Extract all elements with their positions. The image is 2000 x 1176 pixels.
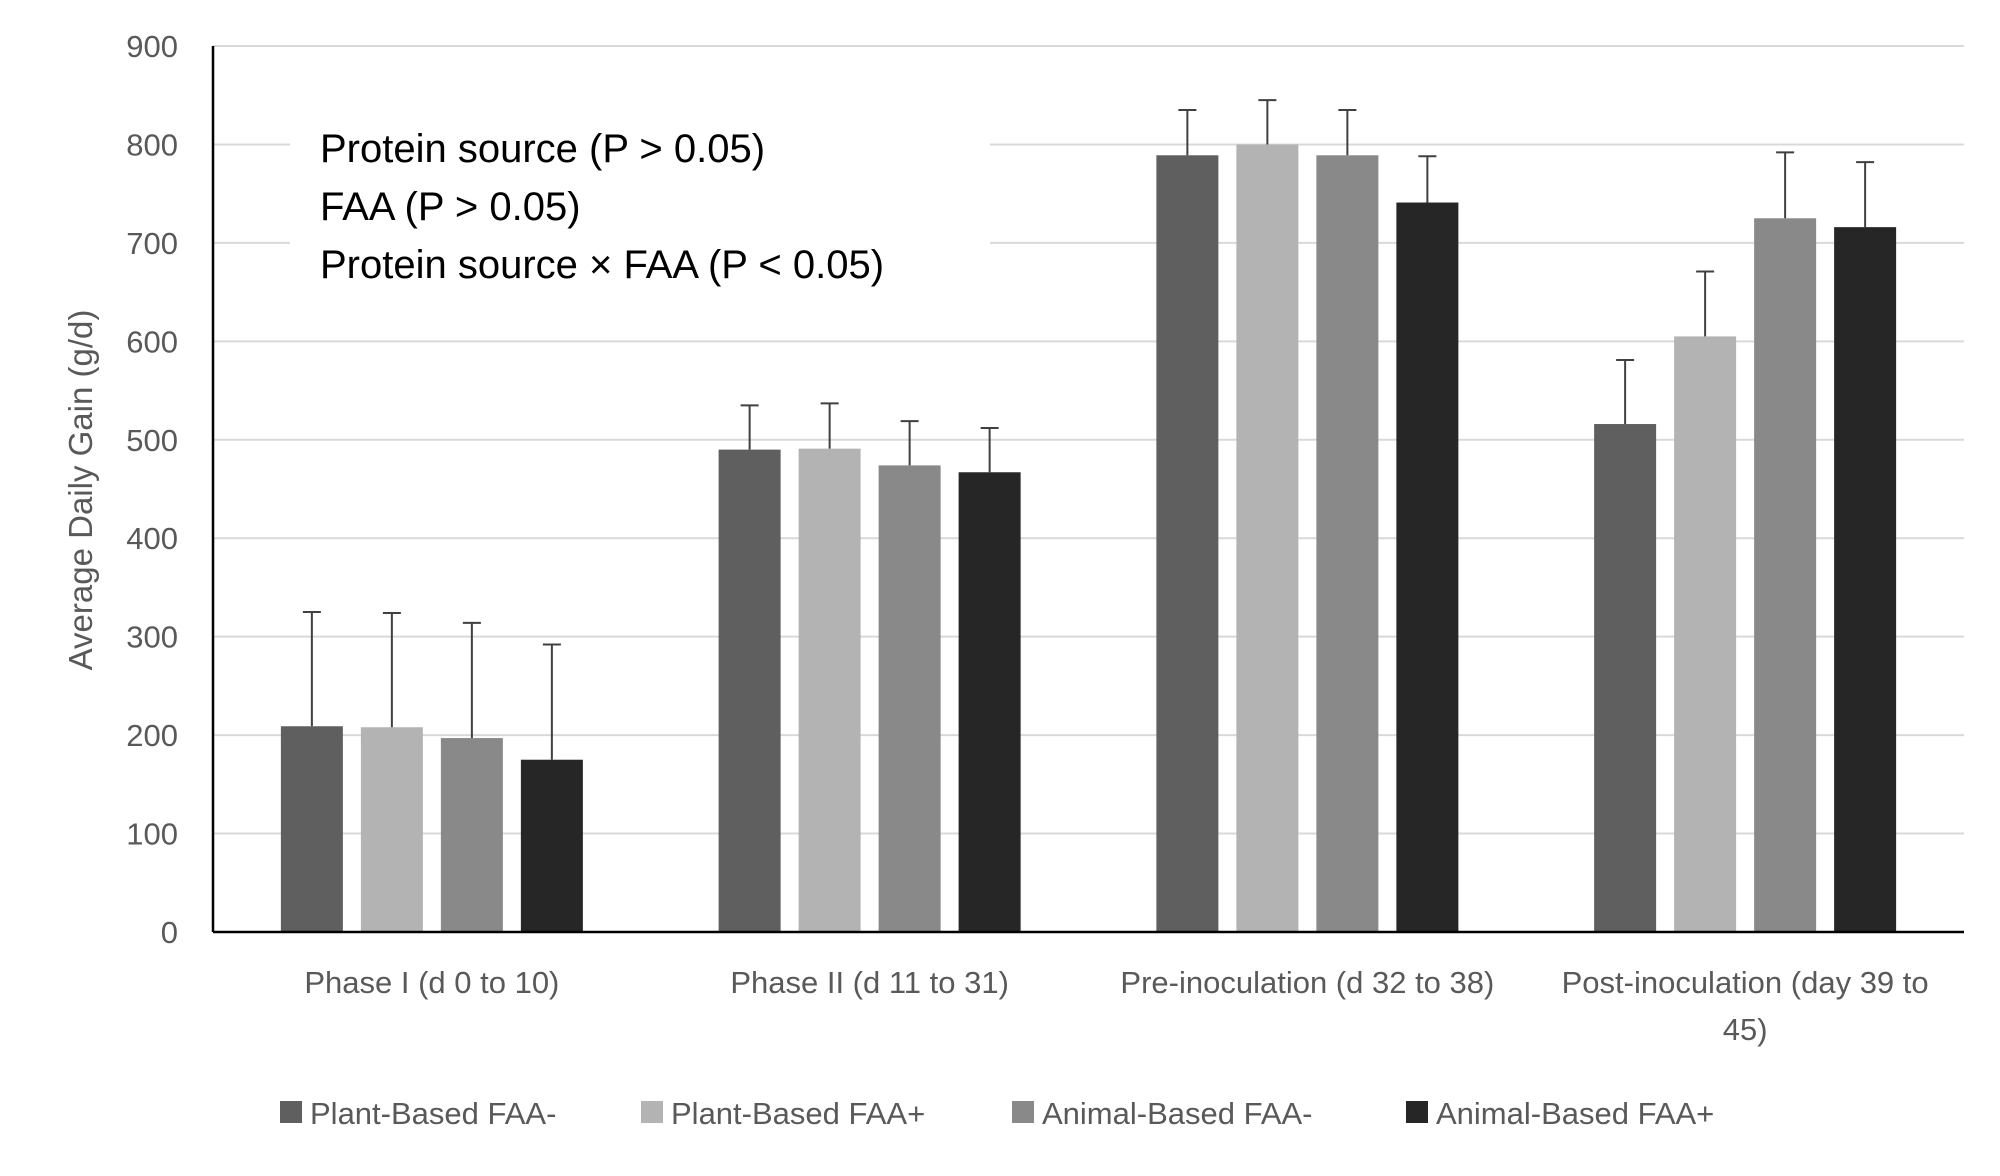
- x-category-label: Post-inoculation (day 39 to: [1562, 965, 1929, 1000]
- y-tick-label: 300: [126, 620, 178, 655]
- bar: [440, 738, 503, 932]
- x-category-label: 45): [1723, 1012, 1768, 1047]
- bar: [1594, 424, 1657, 932]
- bar: [1236, 144, 1299, 932]
- y-tick-label: 700: [126, 226, 178, 261]
- bar: [1396, 202, 1459, 932]
- legend-label: Plant-Based FAA+: [671, 1096, 925, 1131]
- bar: [280, 726, 343, 932]
- x-category-label: Pre-inoculation (d 32 to 38): [1120, 965, 1494, 1000]
- legend-label: Animal-Based FAA-: [1042, 1096, 1313, 1131]
- y-tick-label: 100: [126, 817, 178, 852]
- bar: [878, 465, 941, 932]
- y-tick-label: 800: [126, 127, 178, 162]
- annotation-box: Protein source (P > 0.05) FAA (P > 0.05) P…: [290, 110, 990, 310]
- bar: [1674, 336, 1737, 932]
- bar: [1834, 227, 1897, 933]
- bar: [1316, 155, 1379, 933]
- bar: [360, 727, 423, 932]
- axes: [211, 46, 1964, 934]
- legend-swatch: [1406, 1101, 1428, 1123]
- annotation-text: FAA (P > 0.05): [320, 185, 581, 229]
- bar: [798, 448, 861, 932]
- bar: [1754, 218, 1817, 932]
- y-tick-label: 900: [126, 29, 178, 64]
- legend-label: Plant-Based FAA-: [310, 1096, 556, 1131]
- bars: [280, 144, 1897, 933]
- bar: [1156, 155, 1219, 933]
- x-category-label: Phase II (d 11 to 31): [730, 965, 1009, 1000]
- bar: [958, 472, 1021, 932]
- y-tick-label: 0: [161, 915, 178, 950]
- legend-label: Animal-Based FAA+: [1436, 1096, 1714, 1131]
- legend-swatch: [641, 1101, 663, 1123]
- legend: Plant-Based FAA- Plant-Based FAA+ Animal-B…: [280, 1096, 1714, 1131]
- y-tick-label: 400: [126, 521, 178, 556]
- category-labels: Phase I (d 0 to 10) Phase II (d 11 to 31)…: [304, 965, 1928, 1047]
- legend-swatch: [1012, 1101, 1034, 1123]
- bar: [520, 759, 583, 932]
- y-axis-title: Average Daily Gain (g/d): [62, 310, 99, 671]
- y-tick-label: 200: [126, 718, 178, 753]
- y-tick-labels: 0 100 200 300 400 500 600 700 800 900: [126, 29, 178, 950]
- legend-swatch: [280, 1101, 302, 1123]
- x-category-label: Phase I (d 0 to 10): [304, 965, 559, 1000]
- annotation-text: Protein source (P > 0.05): [320, 127, 765, 171]
- y-tick-label: 500: [126, 423, 178, 458]
- annotation-text: Protein source × FAA (P < 0.05): [320, 243, 884, 287]
- error-bars: [302, 99, 1875, 760]
- bar: [718, 449, 781, 932]
- annotation-background: [290, 110, 990, 310]
- y-tick-label: 600: [126, 324, 178, 359]
